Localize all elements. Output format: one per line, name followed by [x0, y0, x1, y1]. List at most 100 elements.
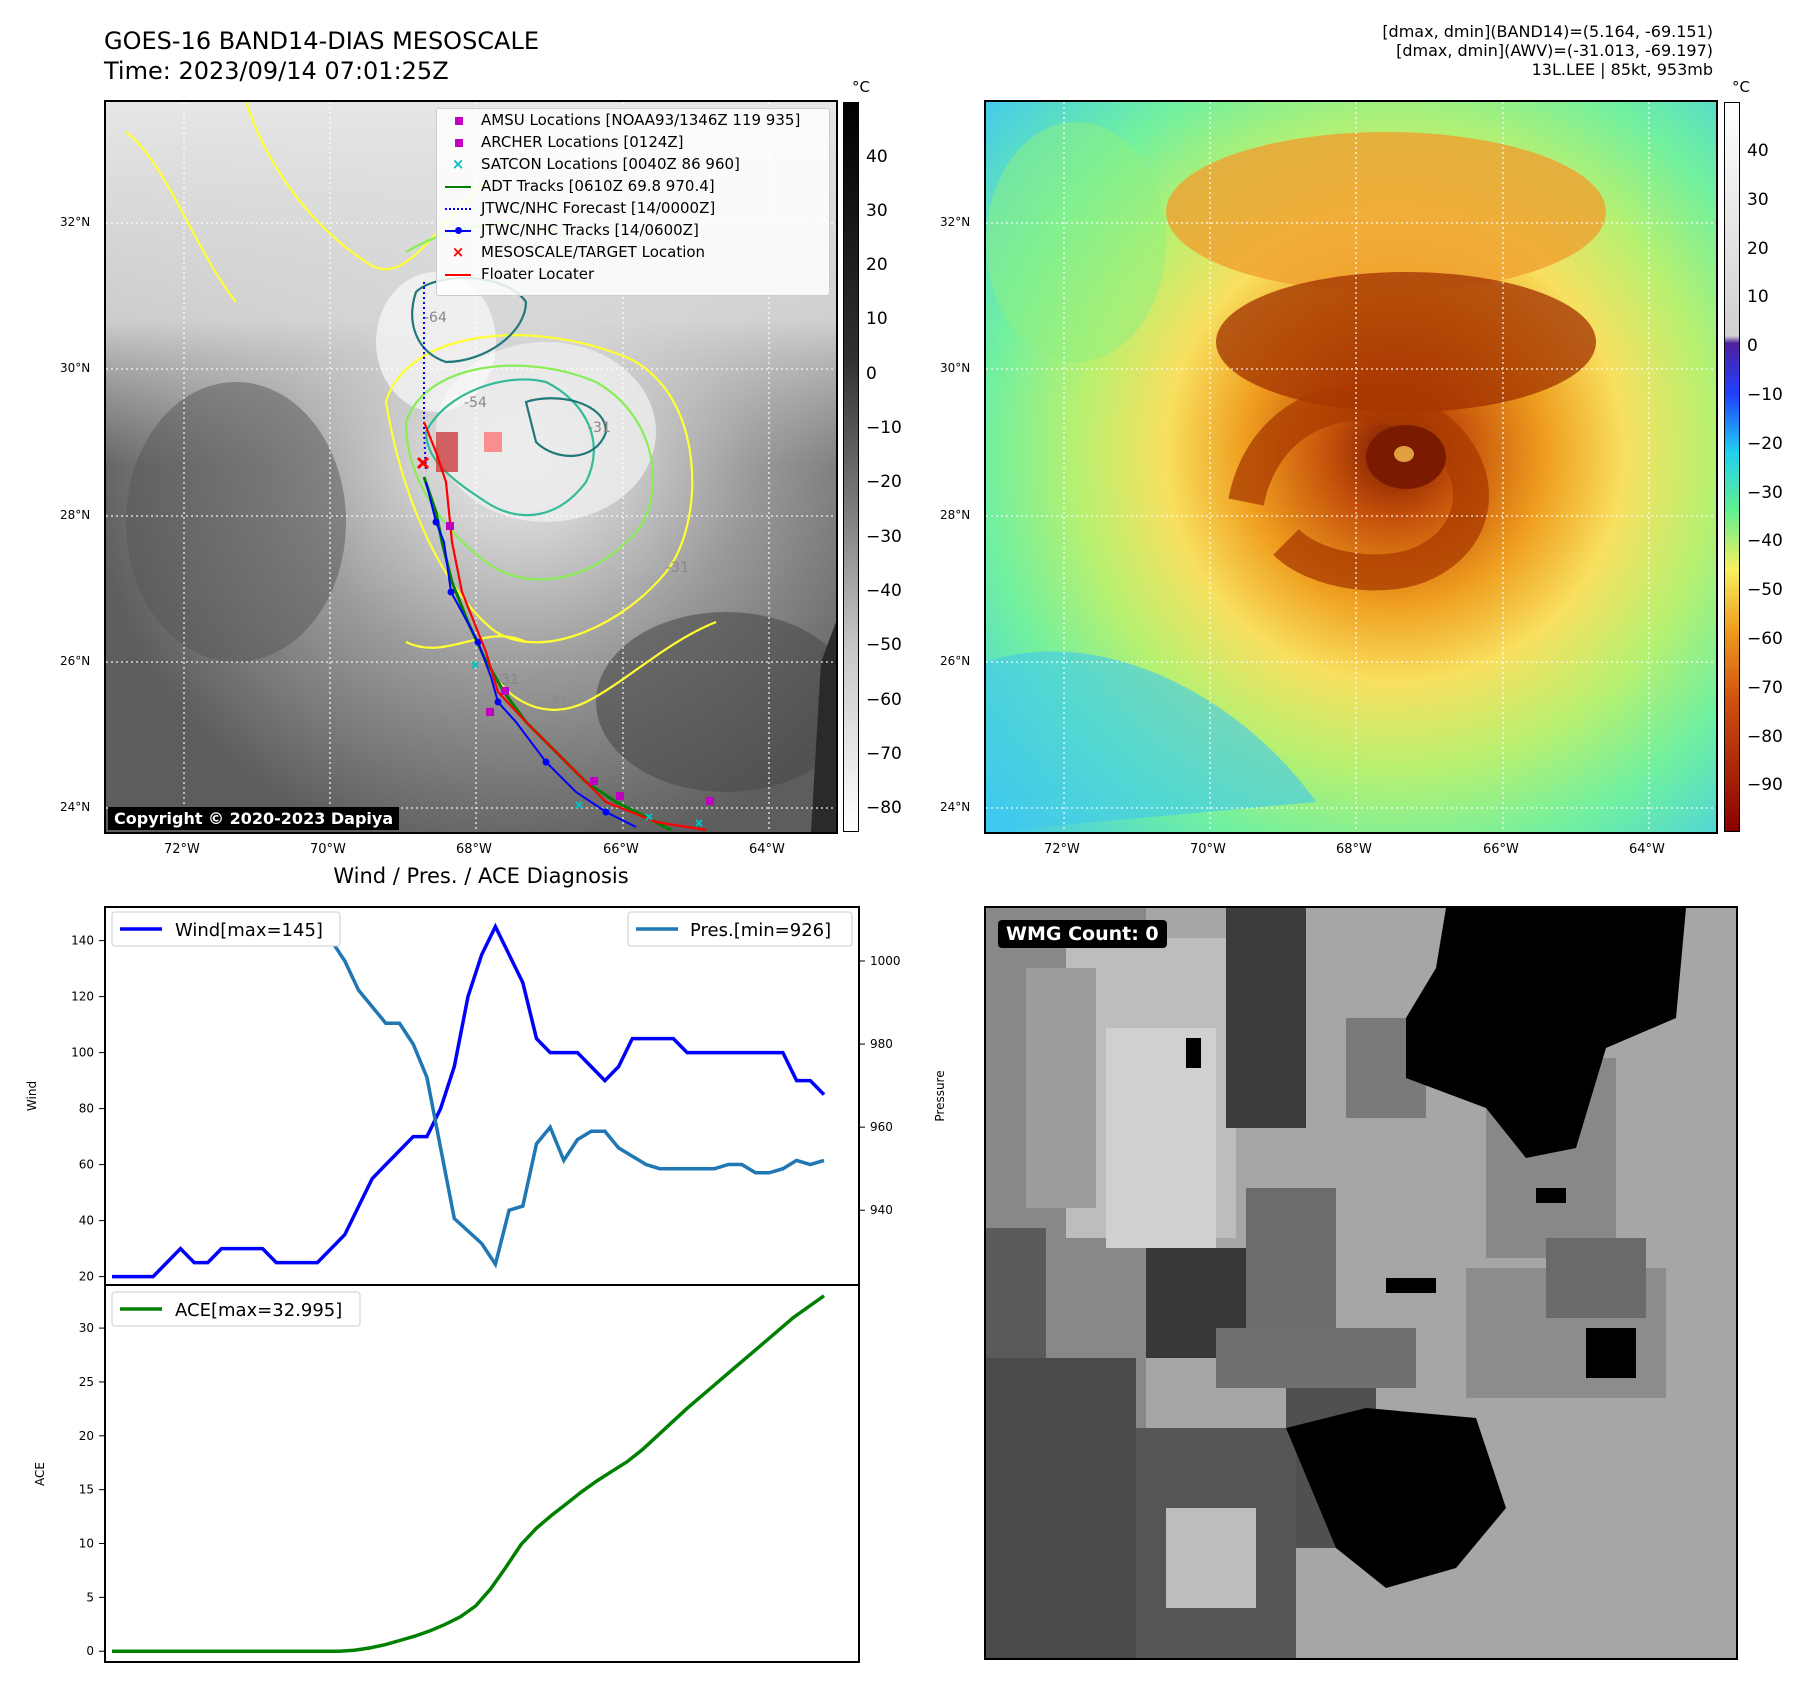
copyright-badge: Copyright © 2020-2023 Dapiya [108, 807, 400, 830]
legend-adt: ADT Tracks [0610Z 69.8 970.4] [445, 177, 715, 199]
axis-tick-label: 1000 [870, 954, 901, 968]
colorbar-tick: −10 [866, 418, 902, 438]
lon-label: 68°W [456, 842, 492, 857]
lat-label: 28°N [940, 508, 971, 522]
legend-forecast: JTWC/NHC Forecast [14/0000Z] [445, 199, 715, 221]
lon-label: 64°W [1629, 842, 1665, 857]
wind-legend: Wind[max=145] [111, 911, 341, 947]
lon-label: 66°W [1483, 842, 1519, 857]
info-line-3: 13L.LEE | 85kt, 953mb [1531, 60, 1713, 79]
colorbar-tick: −30 [866, 527, 902, 547]
axis-tick-label: 960 [870, 1120, 893, 1134]
square-marker-icon [455, 139, 463, 147]
lat-label: 24°N [940, 800, 971, 814]
colorbar-tick: 30 [1747, 190, 1769, 210]
lat-label: 26°N [940, 654, 971, 668]
colorbar-tick: 30 [866, 201, 888, 221]
lon-label: 66°W [603, 842, 639, 857]
axis-tick-label: 80 [79, 1102, 94, 1116]
colorbar-tick: 0 [1747, 336, 1758, 356]
ace-series-line [112, 1294, 826, 1653]
colorbar-tick: −50 [1747, 580, 1783, 600]
lat-label: 32°N [60, 215, 91, 229]
gray-colorbar-unit: °C [852, 78, 870, 96]
diagnosis-title: Wind / Pres. / ACE Diagnosis [333, 864, 629, 888]
colorbar-tick: 0 [866, 364, 877, 384]
pressure-legend-label: Pres.[min=926] [690, 920, 831, 941]
colorbar-tick: −10 [1747, 385, 1783, 405]
axis-tick-label: 120 [71, 990, 94, 1004]
axis-tick-label: 100 [71, 1046, 94, 1060]
line-dot-marker-icon [445, 226, 471, 234]
square-marker-icon [455, 117, 463, 125]
colorbar-tick: 40 [866, 147, 888, 167]
colorbar-tick: −70 [866, 744, 902, 764]
pressure-axis-label: Pressure [933, 1070, 947, 1121]
line-marker-icon [445, 273, 471, 276]
axis-tick-label: 40 [79, 1214, 94, 1228]
color-ir-map-image [986, 102, 1716, 832]
title-line-1: GOES-16 BAND14-DIAS MESOSCALE [104, 27, 540, 55]
colorbar-tick: −80 [866, 798, 902, 818]
colorbar-tick: −60 [866, 690, 902, 710]
lon-label: 72°W [164, 842, 200, 857]
axis-tick-label: 0 [86, 1644, 94, 1658]
colorbar-tick: −20 [866, 472, 902, 492]
axis-tick-label: 140 [71, 934, 94, 948]
lat-label: 30°N [60, 361, 91, 375]
gray-colorbar [843, 102, 859, 832]
ir-map-panel: -64 -54 -31 -31 -31 -31 [104, 100, 838, 834]
colorbar-tick: −80 [1747, 727, 1783, 747]
title-line-2: Time: 2023/09/14 07:01:25Z [104, 57, 449, 85]
wmg-panel: WMG Count: 0 [984, 906, 1738, 1660]
axis-tick-label: 60 [79, 1158, 94, 1172]
lon-label: 72°W [1044, 842, 1080, 857]
colorbar-tick: 40 [1747, 141, 1769, 161]
figure-title: GOES-16 BAND14-DIAS MESOSCALE Time: 2023… [104, 26, 539, 86]
colorbar-tick: 20 [1747, 239, 1769, 259]
axis-tick-label: 20 [79, 1429, 94, 1443]
dotted-line-icon [445, 207, 471, 210]
colorbar-tick: −50 [866, 635, 902, 655]
lat-label: 30°N [940, 361, 971, 375]
contour-label-1: -64 [424, 310, 447, 326]
x-marker-icon: × [451, 243, 465, 261]
wmg-count-badge: WMG Count: 0 [998, 920, 1167, 948]
legend-mesoscale: × MESOSCALE/TARGET Location [445, 243, 705, 265]
lat-label: 28°N [60, 508, 91, 522]
axis-tick-label: 30 [79, 1321, 94, 1335]
colorbar-tick: −70 [1747, 678, 1783, 698]
contour-label-4: -31 [666, 560, 689, 576]
wind-pressure-panel [104, 906, 860, 1286]
lat-label: 32°N [940, 215, 971, 229]
color-colorbar [1724, 102, 1740, 832]
ace-legend-label: ACE[max=32.995] [175, 1300, 342, 1321]
ace-panel [104, 1284, 860, 1663]
legend-archer: ARCHER Locations [0124Z] [445, 133, 684, 155]
axis-tick-label: 5 [86, 1590, 94, 1604]
colorbar-tick: −90 [1747, 775, 1783, 795]
axis-tick-label: 15 [79, 1483, 94, 1497]
map-legend: AMSU Locations [NOAA93/1346Z 119 935] AR… [436, 108, 830, 296]
colorbar-tick: −30 [1747, 483, 1783, 503]
colorbar-tick: 20 [866, 255, 888, 275]
legend-amsu: AMSU Locations [NOAA93/1346Z 119 935] [445, 111, 800, 133]
axis-tick-label: 25 [79, 1375, 94, 1389]
color-colorbar-unit: °C [1732, 78, 1750, 96]
ace-legend: ACE[max=32.995] [111, 1291, 361, 1327]
x-marker-icon: × [451, 155, 465, 173]
colorbar-tick: −60 [1747, 629, 1783, 649]
storm-info: [dmax, dmin](BAND14)=(5.164, -69.151) [d… [1382, 22, 1713, 79]
lon-label: 68°W [1336, 842, 1372, 857]
wind-series-line [112, 922, 826, 1279]
lat-label: 24°N [60, 800, 91, 814]
info-line-1: [dmax, dmin](BAND14)=(5.164, -69.151) [1382, 22, 1713, 41]
colorbar-tick: 10 [1747, 287, 1769, 307]
contour-label-3: -31 [588, 420, 611, 436]
wind-legend-label: Wind[max=145] [175, 920, 323, 941]
axis-tick-label: 940 [870, 1203, 893, 1217]
contour-label-6: -31 [546, 695, 569, 711]
legend-satcon: × SATCON Locations [0040Z 86 960] [445, 155, 740, 177]
axis-tick-label: 980 [870, 1037, 893, 1051]
lon-label: 70°W [310, 842, 346, 857]
